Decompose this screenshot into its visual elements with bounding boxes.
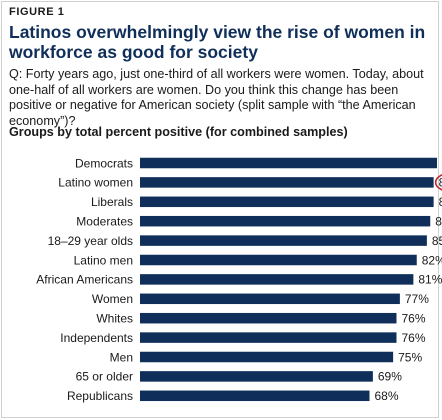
bar-liberals: [140, 196, 434, 208]
value-label-women: 77%: [405, 292, 429, 306]
bar-african-americans: [140, 274, 414, 285]
value-label-latino-men: 82%: [422, 253, 442, 267]
category-label-african-americans: African Americans: [36, 273, 133, 287]
category-label-men: Men: [110, 350, 133, 364]
figure-label: FIGURE 1: [9, 6, 65, 18]
value-label-african-americans: 81%: [418, 273, 442, 287]
category-label-independents: Independents: [60, 331, 133, 345]
bar-latino-women: [140, 177, 434, 188]
bar-men: [140, 351, 394, 363]
chart-title: Groups by total percent positive (for co…: [9, 125, 348, 139]
value-label-moderates: 86%: [435, 215, 442, 229]
figure-title: Latinos overwhelmingly view the rise of …: [9, 22, 426, 62]
value-label-republicans: 68%: [375, 389, 399, 403]
highlight-circle: [434, 174, 442, 191]
value-label-liberals: 87%: [439, 195, 442, 209]
bar-democrats: [140, 157, 437, 169]
category-label-latino-women: Latino women: [58, 176, 133, 190]
value-label-18-29-year-olds: 85%: [432, 234, 442, 248]
category-label-republicans: Republicans: [67, 389, 133, 403]
category-label-women: Women: [92, 292, 133, 306]
category-label-whites: Whites: [96, 312, 133, 326]
category-label-latino-men: Latino men: [74, 253, 133, 267]
category-label-65-or-older: 65 or older: [76, 370, 133, 384]
value-label-independents: 76%: [402, 331, 426, 345]
bar-18-29-year-olds: [140, 235, 427, 246]
bar-women: [140, 293, 400, 305]
value-label-whites: 76%: [402, 312, 426, 326]
category-label-moderates: Moderates: [76, 215, 133, 229]
bar-whites: [140, 312, 397, 324]
value-label-latino-women: 87%: [439, 176, 442, 190]
category-label-liberals: Liberals: [91, 195, 133, 209]
value-label-65-or-older: 69%: [378, 370, 402, 384]
bar-independents: [140, 332, 397, 343]
survey-question: Q: Forty years ago, just one-third of al…: [9, 67, 424, 128]
bar-latino-men: [140, 254, 417, 266]
category-label-democrats: Democrats: [75, 156, 133, 170]
category-label-18-29-year-olds: 18–29 year olds: [48, 234, 133, 248]
bar-republicans: [140, 390, 370, 402]
bar-65-or-older: [140, 371, 373, 382]
value-label-men: 75%: [398, 350, 422, 364]
bar-moderates: [140, 215, 431, 227]
